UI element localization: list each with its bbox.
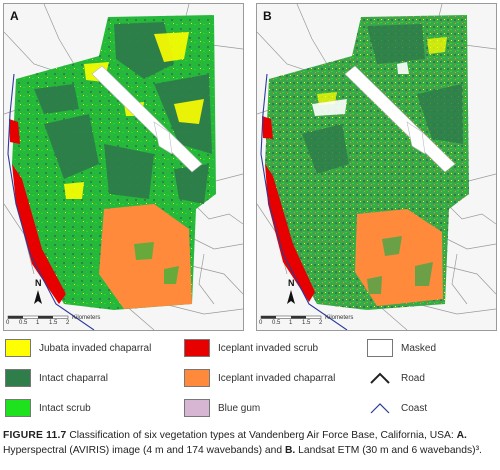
legend-swatch xyxy=(184,339,210,357)
figure-caption: FIGURE 11.7 Classification of six vegeta… xyxy=(3,428,497,458)
scale-tick: 1.5 xyxy=(302,320,311,326)
coastline xyxy=(7,73,95,330)
legend-swatch xyxy=(184,369,210,387)
legend-item-iceplant-chaparral: Iceplant invaded chaparral xyxy=(184,368,335,388)
legend-item-intact-scrub: Intact scrub xyxy=(5,398,91,418)
map-panel-a: A N 0 0.5 1 1.5 2 Kilometers xyxy=(3,3,244,331)
vegetation-map-b xyxy=(257,4,496,330)
legend-label: Iceplant invaded scrub xyxy=(218,342,319,354)
legend-label: Coast xyxy=(401,402,428,414)
legend-item-jubata: Jubata invaded chaparral xyxy=(5,338,151,358)
coastline xyxy=(260,73,348,330)
scale-tick: 0.5 xyxy=(272,320,281,326)
scale-tick: 1 xyxy=(289,320,293,326)
legend-swatch xyxy=(5,339,31,357)
legend-label: Road xyxy=(401,372,425,384)
legend-item-intact-chaparral: Intact chaparral xyxy=(5,368,108,388)
scale-bar xyxy=(7,315,69,319)
caption-panel-a: A. xyxy=(456,430,467,441)
map-legend: Jubata invaded chaparral Iceplant invade… xyxy=(0,338,500,438)
scale-bar xyxy=(260,315,322,319)
legend-item-coast: Coast xyxy=(367,398,427,418)
scale-tick: 1 xyxy=(36,320,40,326)
caption-text: Landsat ETM (30 m and 6 wavebands)³. xyxy=(295,445,482,456)
coast-icon xyxy=(367,399,393,417)
scale-tick: 2 xyxy=(66,320,70,326)
legend-label: Iceplant invaded chaparral xyxy=(218,372,336,384)
scale-tick: 0 xyxy=(6,320,10,326)
vegetation-map-a xyxy=(4,4,243,330)
scale-unit: Kilometers xyxy=(325,315,354,321)
caption-text: Classification of six vegetation types a… xyxy=(69,430,457,441)
north-label: N xyxy=(35,278,42,288)
legend-item-masked: Masked xyxy=(367,338,436,358)
legend-item-road: Road xyxy=(367,368,425,388)
legend-swatch xyxy=(5,369,31,387)
legend-item-iceplant-scrub: Iceplant invaded scrub xyxy=(184,338,318,358)
legend-label: Intact scrub xyxy=(39,402,91,414)
legend-swatch xyxy=(5,399,31,417)
legend-label: Masked xyxy=(401,342,437,354)
panel-label: A xyxy=(10,9,19,23)
legend-label: Jubata invaded chaparral xyxy=(39,342,152,354)
legend-swatch xyxy=(184,399,210,417)
legend-label: Blue gum xyxy=(218,402,261,414)
scale-tick: 0.5 xyxy=(19,320,28,326)
scale-tick: 0 xyxy=(259,320,263,326)
map-panel-b: B N 0 0.5 1 1.5 2 Kilometers xyxy=(256,3,497,331)
north-label: N xyxy=(288,278,295,288)
legend-label: Intact chaparral xyxy=(39,372,108,384)
scale-tick: 2 xyxy=(319,320,323,326)
caption-panel-b: B. xyxy=(284,445,296,456)
scale-unit: Kilometers xyxy=(72,315,101,321)
panel-label: B xyxy=(263,9,272,23)
legend-swatch xyxy=(367,339,393,357)
caption-title: FIGURE 11.7 xyxy=(3,430,67,441)
caption-text: Hyperspectral (AVIRIS) image (4 m and 17… xyxy=(3,445,285,456)
scale-tick: 1.5 xyxy=(49,320,58,326)
legend-item-blue-gum: Blue gum xyxy=(184,398,260,418)
road-icon xyxy=(367,369,393,387)
